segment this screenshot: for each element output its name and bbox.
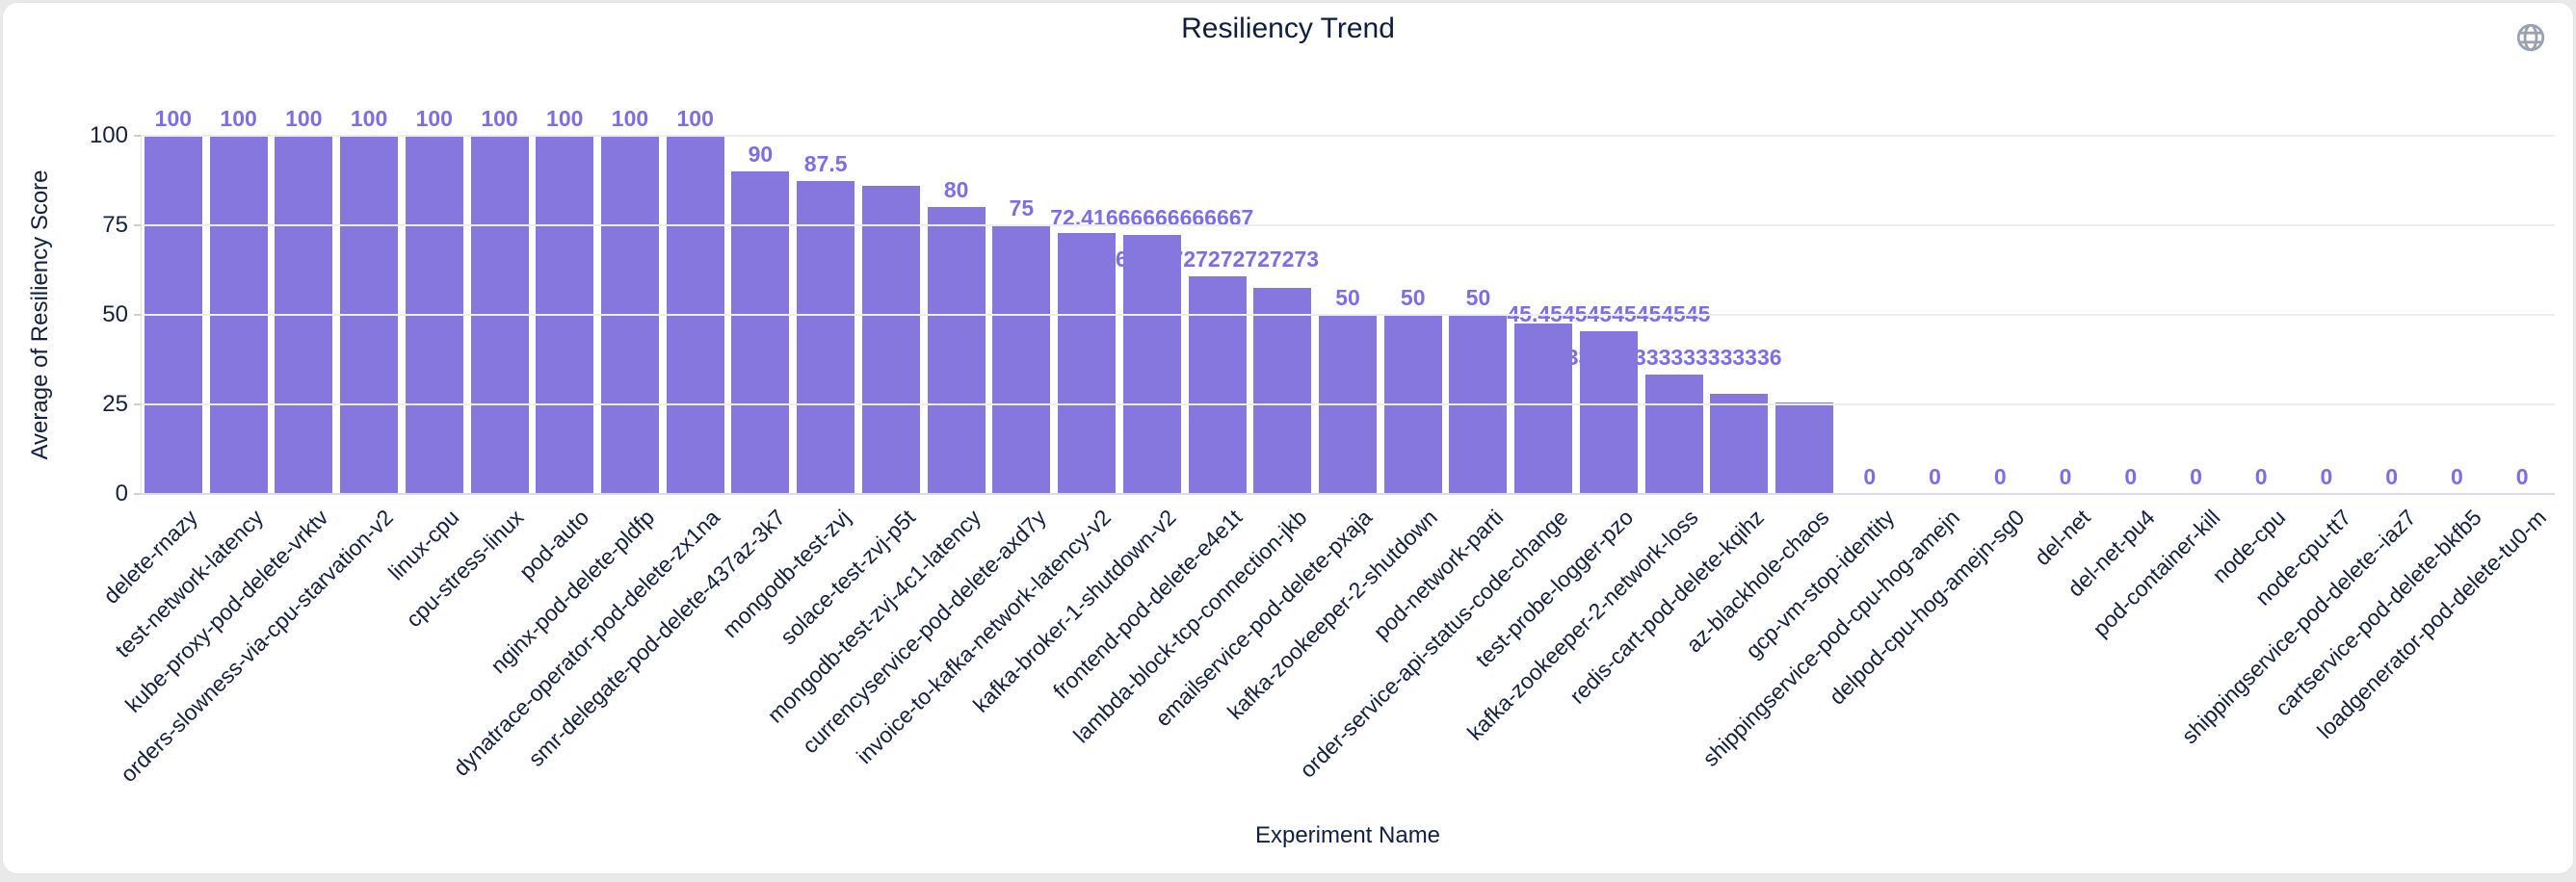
y-tick-label: 50 [102,301,128,327]
bar-value-label: 0 [2254,464,2268,489]
bar-value-label: 50 [1465,285,1491,310]
bar-value-label: 0 [1993,464,2007,489]
x-axis-category-label: shippingservice-pod-delete--iaz7 [2176,505,2422,749]
bar-value-label: 80 [943,177,969,203]
y-tick-label: 25 [102,391,128,417]
bar[interactable] [797,180,855,494]
bar-value-label: 100 [481,106,518,131]
bar-value-label: 0 [2059,464,2072,489]
y-tick-mark [134,135,141,137]
bar-value-label: 0 [2450,464,2463,489]
bar-value-label: 50 [1335,285,1360,310]
bar-value-label: 87.5 [803,150,848,176]
bar-value-label: 0 [2320,464,2333,489]
bar-value-label: 100 [350,106,388,131]
y-tick-mark [134,224,141,226]
bar-value-label: 50 [1400,285,1426,310]
x-axis-title: Experiment Name [1254,822,1441,848]
bar[interactable] [1644,375,1703,494]
bar[interactable] [1775,402,1834,494]
bar[interactable] [861,186,920,494]
bar-value-label: 0 [1929,464,1941,489]
y-tick-mark [134,403,141,405]
bar[interactable] [1514,324,1573,494]
x-axis-category-label: lambda-block-tcp-connection-jkb [1068,505,1312,748]
y-axis-line [141,136,142,494]
bar-value-label: 100 [220,106,257,131]
gridline [141,224,2555,226]
bar-value-label: 100 [154,106,193,131]
bar-value-label: 100 [415,106,453,131]
bar-value-label: 100 [546,106,584,131]
bar[interactable] [1710,393,1769,494]
bar[interactable] [992,225,1051,494]
y-tick-label: 0 [115,480,128,506]
y-tick-label: 100 [89,122,128,148]
bar-value-label: 0 [2190,464,2202,489]
bar[interactable] [1253,288,1312,494]
bar-value-label: 0 [2124,464,2138,489]
x-axis-category-label: cpu-stress-linux [401,505,529,633]
y-tick-label: 75 [102,212,128,238]
chart-title: Resiliency Trend [1181,13,1395,44]
bar[interactable] [927,207,986,494]
bar-value-label: 0 [2385,464,2399,489]
gridline [141,314,2555,316]
gridline [141,403,2555,405]
y-tick-mark [134,314,141,316]
y-tick-mark [134,493,141,495]
bar[interactable] [1188,276,1247,494]
x-axis-category-label: currencyservice-pod-delete-axd7y [797,505,1051,759]
globe-icon[interactable] [2514,21,2547,54]
bar-value-label: 75 [1009,195,1035,220]
bar-value-label: 0 [1863,464,1877,489]
bar-value-label: 90 [748,142,774,168]
bar-value-label: 100 [611,106,649,131]
gridline [141,135,2555,137]
bar[interactable] [1579,330,1638,494]
bar-value-label: 100 [285,106,323,131]
bar[interactable] [1122,234,1181,494]
bar-value-label: 45.45454545454545 [1507,300,1711,326]
bar-value-label: 0 [2515,464,2529,489]
bar-value-label: 100 [676,106,714,131]
x-axis-line [141,493,2555,495]
bar[interactable] [1058,233,1117,494]
